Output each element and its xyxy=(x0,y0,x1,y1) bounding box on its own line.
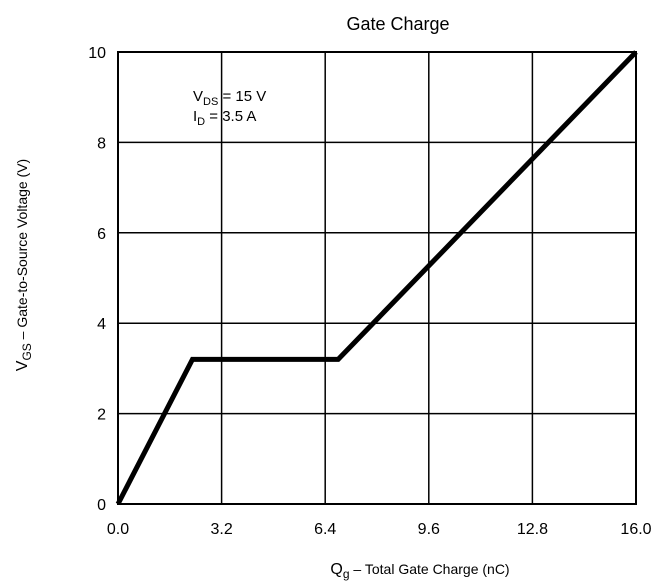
x-axis-label-main: Q xyxy=(330,561,342,578)
x-tick-label: 0.0 xyxy=(107,521,129,538)
x-axis-label-rest: – Total Gate Charge (nC) xyxy=(350,561,510,577)
plot-area xyxy=(115,50,638,506)
y-axis-label: VGS – Gate-to-Source Voltage (V) xyxy=(14,159,34,371)
series-layer xyxy=(115,50,638,506)
y-tick-labels: 0 2 4 6 8 10 xyxy=(88,45,106,514)
x-tick-label: 12.8 xyxy=(517,521,548,538)
y-axis-label-rest: – Gate-to-Source Voltage (V) xyxy=(14,159,30,343)
x-tick-label: 6.4 xyxy=(314,521,336,538)
annotation-id-rest: = 3.5 A xyxy=(205,108,256,125)
annotation-vds-rest: = 15 V xyxy=(218,88,266,105)
y-axis-label-sub: GS xyxy=(20,343,34,360)
x-tick-label: 9.6 xyxy=(418,521,440,538)
y-tick-label: 10 xyxy=(88,45,106,62)
y-tick-label: 4 xyxy=(97,316,106,333)
y-tick-label: 8 xyxy=(97,135,106,152)
y-tick-label: 0 xyxy=(97,497,106,514)
x-tick-labels: 0.0 3.2 6.4 9.6 12.8 16.0 xyxy=(107,521,652,538)
annotation-id: ID = 3.5 A xyxy=(193,108,256,128)
x-axis-label: Qg – Total Gate Charge (nC) xyxy=(330,561,509,581)
x-tick-label: 3.2 xyxy=(210,521,232,538)
x-axis-label-sub: g xyxy=(343,567,350,581)
annotation-vds-sub: DS xyxy=(203,96,218,108)
annotation-vds-main: V xyxy=(193,88,203,105)
annotation-id-main: I xyxy=(193,108,197,125)
y-tick-label: 2 xyxy=(97,407,106,424)
condition-annotation: VDS = 15 V ID = 3.5 A xyxy=(193,88,266,128)
y-tick-label: 6 xyxy=(97,226,106,243)
gate-charge-curve xyxy=(115,50,638,506)
x-tick-label: 16.0 xyxy=(620,521,651,538)
chart-title: Gate Charge xyxy=(346,14,449,34)
plot-frame xyxy=(117,51,637,505)
y-axis-label-main: V xyxy=(14,360,31,371)
annotation-vds: VDS = 15 V xyxy=(193,88,266,108)
annotation-id-sub: D xyxy=(197,116,205,128)
